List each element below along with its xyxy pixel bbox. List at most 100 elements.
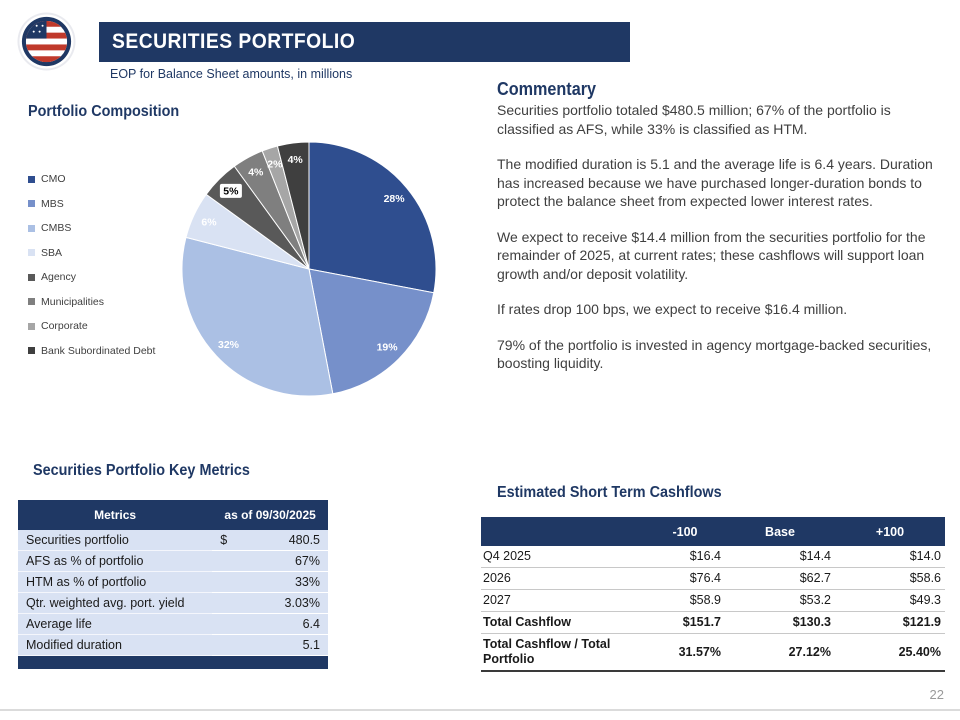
metrics-row: Qtr. weighted avg. port. yield 3.03% xyxy=(18,592,328,614)
pie-slice-label: 2% xyxy=(267,158,283,170)
legend-label: SBA xyxy=(41,246,63,259)
title-bar: SECURITIES PORTFOLIO xyxy=(99,22,630,62)
cashflow-value: $58.9 xyxy=(645,589,725,612)
cashflow-row: Total Cashflow / Total Portfolio 31.57% 27… xyxy=(481,633,945,672)
pie-slice xyxy=(181,236,334,397)
legend-swatch xyxy=(28,273,35,281)
legend-label: Agency xyxy=(41,271,77,283)
cashflow-table-title: Estimated Short Term Cashflows xyxy=(497,484,722,501)
metric-number: 67% xyxy=(294,554,320,568)
pie-slice-label: 19% xyxy=(377,342,399,354)
metric-label: HTM as % of portfolio xyxy=(18,571,213,593)
pie-label-chip xyxy=(219,183,242,198)
slide-title: SECURITIES PORTFOLIO xyxy=(112,30,356,53)
metrics-table-title: Securities Portfolio Key Metrics xyxy=(33,462,250,479)
commentary: Securities portfolio totaled $480.5 mill… xyxy=(497,101,937,390)
legend-item: Municipalities xyxy=(28,296,155,308)
metrics-header-row: Metrics as of 09/30/2025 xyxy=(18,500,328,530)
cashflow-value: $14.4 xyxy=(725,546,835,568)
commentary-paragraph: If rates drop 100 bps, we expect to rece… xyxy=(497,301,848,317)
metric-label: Average life xyxy=(18,613,213,635)
metric-value: 6.4 xyxy=(212,613,328,635)
legend-label: MBS xyxy=(41,197,64,210)
commentary-paragraph: The modified duration is 5.1 and the ave… xyxy=(497,156,933,209)
cashflow-value: 25.40% xyxy=(835,633,945,672)
legend-label: CMBS xyxy=(41,222,72,234)
legend-swatch xyxy=(28,249,35,256)
pie-slice xyxy=(276,141,310,270)
cashflow-row-label: 2027 xyxy=(481,589,645,612)
cashflow-row: 2027 $58.9 $53.2 $49.3 xyxy=(481,589,945,612)
commentary-paragraph: Securities portfolio totaled $480.5 mill… xyxy=(497,102,891,137)
metric-number: 6.4 xyxy=(302,617,320,631)
legend-label: CMO xyxy=(41,173,66,185)
cashflow-row-label: Total Cashflow xyxy=(481,611,645,634)
metric-label: Qtr. weighted avg. port. yield xyxy=(18,592,213,614)
cashflow-value: $76.4 xyxy=(645,567,725,590)
pie-legend: CMO MBS CMBS SBA Agency Municipalities Corpora… xyxy=(28,173,155,369)
cashflow-table: -100 Base +100 Q4 2025 $16.4 $14.4 $14.0 2026 $… xyxy=(481,517,945,672)
cashflow-value: 27.12% xyxy=(725,633,835,672)
metrics-header-asof: as of 09/30/2025 xyxy=(212,500,328,530)
legend-item: CMBS xyxy=(28,222,155,234)
legend-swatch xyxy=(28,200,35,207)
currency-prefix: $ xyxy=(220,533,228,547)
cashflow-row-label: 2026 xyxy=(481,567,645,590)
cashflow-header-scenario: +100 xyxy=(835,517,945,546)
metric-label: Modified duration xyxy=(18,634,213,656)
cashflow-row: 2026 $76.4 $62.7 $58.6 xyxy=(481,567,945,590)
cashflow-value: $49.3 xyxy=(835,589,945,612)
pie-chart-title: Portfolio Composition xyxy=(28,103,180,120)
cashflow-value: $14.0 xyxy=(835,546,945,568)
legend-item: CMO xyxy=(28,173,155,185)
footer-divider xyxy=(0,709,960,711)
legend-item: Bank Subordinated Debt xyxy=(28,345,155,357)
metric-label: Securities portfolio xyxy=(18,530,213,551)
pie-slice-label: 5% xyxy=(223,185,239,197)
commentary-paragraph: We expect to receive $14.4 million from … xyxy=(497,228,926,282)
cashflow-row-label: Q4 2025 xyxy=(481,546,645,568)
cashflow-row-label: Total Cashflow / Total Portfolio xyxy=(481,633,645,672)
metric-value: 5.1 xyxy=(212,634,328,656)
us-flag-logo-svg xyxy=(17,12,76,71)
cashflow-value: $58.6 xyxy=(835,567,945,590)
pie-slice-label: 32% xyxy=(218,339,240,351)
subtitle: EOP for Balance Sheet amounts, in millio… xyxy=(110,67,353,81)
cashflow-row: Q4 2025 $16.4 $14.4 $14.0 xyxy=(481,546,945,568)
legend-swatch xyxy=(28,298,35,305)
pie-slice-label: 6% xyxy=(201,217,217,229)
cashflow-row: Total Cashflow $151.7 $130.3 $121.9 xyxy=(481,611,945,634)
commentary-paragraph: 79% of the portfolio is invested in agen… xyxy=(497,336,932,372)
commentary-title: Commentary xyxy=(497,79,597,99)
metrics-row: AFS as % of portfolio 67% xyxy=(18,550,328,572)
metric-value: 33% xyxy=(212,571,328,593)
metrics-footer-bar xyxy=(18,655,328,669)
cashflow-value: $151.7 xyxy=(645,611,725,634)
pie-slice xyxy=(308,268,435,395)
cashflow-value: 31.57% xyxy=(645,633,725,672)
pie-chart: 28%19%32%6%5%4%2% 4% xyxy=(181,141,437,397)
legend-item: Agency xyxy=(28,271,155,283)
cashflow-value: $16.4 xyxy=(645,546,725,568)
cashflow-value: $130.3 xyxy=(725,611,835,634)
page-number: 22 xyxy=(929,687,944,702)
metric-number: 5.1 xyxy=(302,638,320,652)
cashflow-header-row: -100 Base +100 xyxy=(481,517,945,546)
legend-swatch xyxy=(28,347,35,354)
legend-label: Bank Subordinated Debt xyxy=(41,344,156,357)
pie-slice-label: 4% xyxy=(248,167,264,179)
metric-label: AFS as % of portfolio xyxy=(18,550,213,572)
metrics-header-metrics: Metrics xyxy=(18,500,213,530)
cashflow-header-empty xyxy=(481,517,645,546)
legend-item: Corporate xyxy=(28,320,155,332)
cashflow-header-scenario: -100 xyxy=(645,517,725,546)
legend-swatch xyxy=(28,322,35,330)
metric-value: $480.5 xyxy=(212,530,328,551)
cashflow-value: $62.7 xyxy=(725,567,835,590)
legend-swatch xyxy=(28,224,35,232)
cashflow-header-scenario: Base xyxy=(725,517,835,546)
metrics-row: Securities portfolio $480.5 xyxy=(18,530,328,551)
metric-value: 67% xyxy=(212,550,328,572)
pie-slice-label: 4% xyxy=(288,154,304,166)
